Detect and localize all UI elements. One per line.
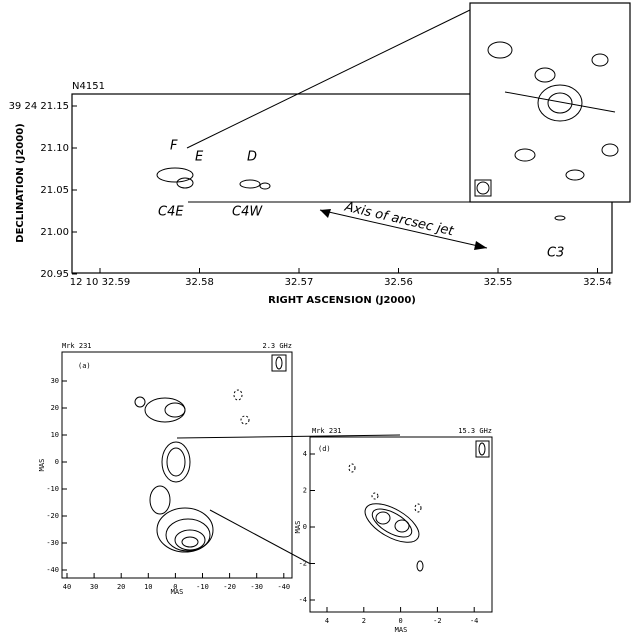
- y-tick-label: 21.00: [40, 227, 69, 238]
- x-tick-label: -4: [470, 617, 478, 625]
- zoom-line: [176, 434, 401, 439]
- y-tick-label: -30: [46, 539, 59, 547]
- axis-label: MAS: [294, 521, 302, 534]
- y-tick-label: 21.05: [40, 185, 69, 196]
- panel-label: (a): [78, 362, 91, 370]
- y-tick-label: 4: [303, 450, 307, 458]
- annotation: C4E: [158, 205, 184, 220]
- x-tick-label: 0: [173, 583, 177, 591]
- contours: [134, 389, 250, 553]
- y-tick-label: -20: [46, 512, 59, 520]
- x-tick-label: -10: [196, 583, 209, 591]
- x-tick-label: -2: [433, 617, 441, 625]
- y-tick-label: 20: [51, 404, 59, 412]
- y-tick-label: 21.10: [40, 143, 69, 154]
- axis-label: MAS: [38, 459, 46, 472]
- y-tick-label: -2: [299, 560, 307, 568]
- x-tick-label: 32.58: [185, 277, 214, 288]
- annotation: Axis of arcsec jet: [342, 199, 455, 239]
- x-tick-label: 32.57: [285, 277, 314, 288]
- beam-box: [271, 354, 287, 372]
- left-frame: [61, 351, 293, 579]
- frequency: 15.3 GHz: [458, 427, 492, 435]
- x-tick-label: -30: [250, 583, 263, 591]
- contours: [348, 463, 424, 572]
- x-tick-label: 32.55: [484, 277, 513, 288]
- y-tick-label: 0: [303, 523, 307, 531]
- annotation: F: [170, 139, 178, 154]
- y-tick-label: 20.95: [40, 269, 69, 280]
- x-tick-label: 10: [144, 583, 152, 591]
- annotation: C4W: [232, 205, 263, 220]
- source: Mrk 231: [62, 342, 92, 350]
- x-tick-label: 20: [117, 583, 125, 591]
- y-tick-label: -4: [299, 596, 307, 604]
- y-tick-label: 10: [51, 431, 59, 439]
- x-tick-label: 32.54: [583, 277, 612, 288]
- axis-label: MAS: [395, 626, 408, 634]
- beam-box: [475, 440, 490, 458]
- contours: [156, 41, 619, 221]
- x-tick-label: 30: [90, 583, 98, 591]
- panel-title: N4151: [72, 81, 105, 92]
- x-tick-label: 4: [325, 617, 329, 625]
- y-tick-label: -40: [46, 566, 59, 574]
- jet-axis-arrow: [319, 209, 488, 249]
- x-tick-label: 2: [362, 617, 366, 625]
- x-tick-label: 40: [63, 583, 71, 591]
- x-tick-label: -20: [223, 583, 236, 591]
- arrow-head: [474, 241, 487, 250]
- x-tick-label: 0: [398, 617, 402, 625]
- axis-label: RIGHT ASCENSION (J2000): [268, 295, 416, 306]
- zoom-line: [186, 9, 471, 149]
- arrow-head: [320, 209, 331, 218]
- y-tick-label: 39 24 21.15: [9, 101, 69, 112]
- x-tick-label: -40: [277, 583, 290, 591]
- x-tick-label: 12 10 32.59: [70, 277, 130, 288]
- y-tick-label: 2: [303, 487, 307, 495]
- frequency: 2.3 GHz: [262, 342, 292, 350]
- axis-label: MAS: [171, 588, 184, 596]
- annotation: E: [195, 150, 204, 165]
- y-tick-label: 0: [55, 458, 59, 466]
- y-tick-label: 30: [51, 377, 59, 385]
- x-tick-label: 32.56: [384, 277, 413, 288]
- y-tick-label: -10: [46, 485, 59, 493]
- inset-frame: [469, 2, 631, 203]
- axis-label: DECLINATION (J2000): [15, 123, 26, 242]
- annotation: D: [247, 150, 257, 165]
- right-frame: [309, 436, 493, 613]
- source: Mrk 231: [312, 427, 342, 435]
- panel-label: (d): [318, 445, 331, 453]
- annotation: C3: [547, 246, 564, 261]
